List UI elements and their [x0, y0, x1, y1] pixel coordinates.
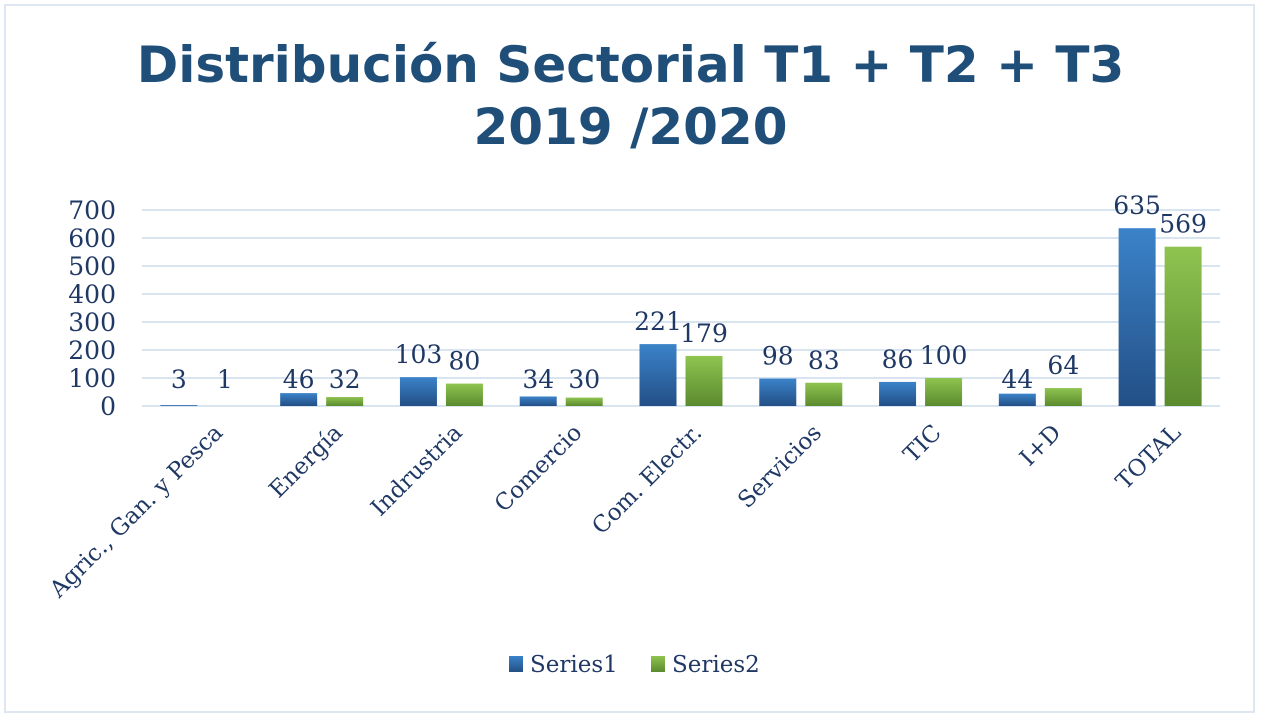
bar-series2 — [1044, 388, 1082, 406]
bar-series1 — [399, 377, 437, 406]
data-label: 569 — [1159, 210, 1207, 239]
legend: Series1 Series2 — [509, 652, 760, 678]
y-tick-label: 300 — [68, 308, 116, 337]
chart-subtitle: 2019 /2020 — [473, 98, 788, 156]
y-tick-label: 400 — [68, 280, 116, 309]
data-label: 103 — [395, 340, 443, 369]
bar-series2 — [1164, 246, 1202, 406]
bar-series2 — [805, 382, 843, 406]
bar-series1 — [879, 381, 917, 406]
data-label: 1 — [217, 365, 233, 394]
data-label: 100 — [920, 341, 968, 370]
chart-frame — [4, 4, 1255, 713]
bar-series1 — [998, 393, 1036, 406]
data-label: 86 — [882, 345, 914, 374]
bars — [160, 228, 1202, 406]
data-label: 221 — [634, 307, 682, 336]
bar-series1 — [639, 344, 677, 406]
x-category-label: Energía — [264, 420, 348, 504]
data-label: 64 — [1047, 351, 1079, 380]
legend-swatch-series1 — [509, 656, 523, 672]
y-tick-label: 600 — [68, 224, 116, 253]
y-tick-label: 200 — [68, 336, 116, 365]
x-category-label: TIC — [899, 420, 947, 468]
bar-series1 — [1118, 228, 1156, 406]
gridlines — [142, 209, 1220, 407]
legend-label-series2: Series2 — [672, 652, 760, 678]
legend-swatch-series2 — [651, 656, 665, 672]
x-category-label: Com. Electr. — [587, 420, 707, 540]
bar-series2 — [685, 355, 723, 406]
y-tick-label: 0 — [100, 392, 116, 421]
chart-title-line1: Distribución Sectorial T1 + T2 + T3 — [136, 36, 1125, 94]
x-category-label: Servicios — [733, 420, 827, 514]
y-tick-label: 100 — [68, 364, 116, 393]
bar-series2 — [326, 397, 364, 406]
data-label: 98 — [762, 342, 794, 371]
x-category-label: I+D — [1015, 420, 1066, 471]
bar-series1 — [160, 405, 198, 406]
bar-series1 — [759, 378, 797, 406]
data-label: 46 — [283, 365, 315, 394]
x-category-label: Comercio — [490, 420, 588, 518]
bar-series1 — [519, 396, 557, 406]
legend-label-series1: Series1 — [530, 652, 618, 678]
data-label: 32 — [329, 365, 361, 394]
x-axis: Agric., Gan. y Pesca Energía Indrustria Com… — [44, 420, 1186, 604]
bar-series1 — [280, 393, 318, 406]
data-label: 179 — [680, 319, 728, 348]
data-label: 34 — [522, 365, 554, 394]
x-category-label: Indrustria — [366, 420, 468, 522]
bar-series2 — [445, 383, 483, 406]
y-tick-label: 500 — [68, 252, 116, 281]
data-label: 30 — [568, 365, 600, 394]
chart-title: Distribución Sectorial T1 + T2 + T3 2019… — [0, 34, 1261, 158]
x-category-label: Agric., Gan. y Pesca — [44, 420, 228, 604]
data-label: 80 — [449, 347, 481, 376]
data-label: 44 — [1001, 365, 1033, 394]
data-label: 3 — [171, 365, 187, 394]
bar-series2 — [925, 378, 963, 406]
y-tick-label: 700 — [68, 196, 116, 225]
bar-series2 — [565, 397, 603, 406]
data-label: 635 — [1113, 191, 1161, 220]
x-category-label: TOTAL — [1111, 420, 1186, 495]
data-label: 83 — [808, 346, 840, 375]
